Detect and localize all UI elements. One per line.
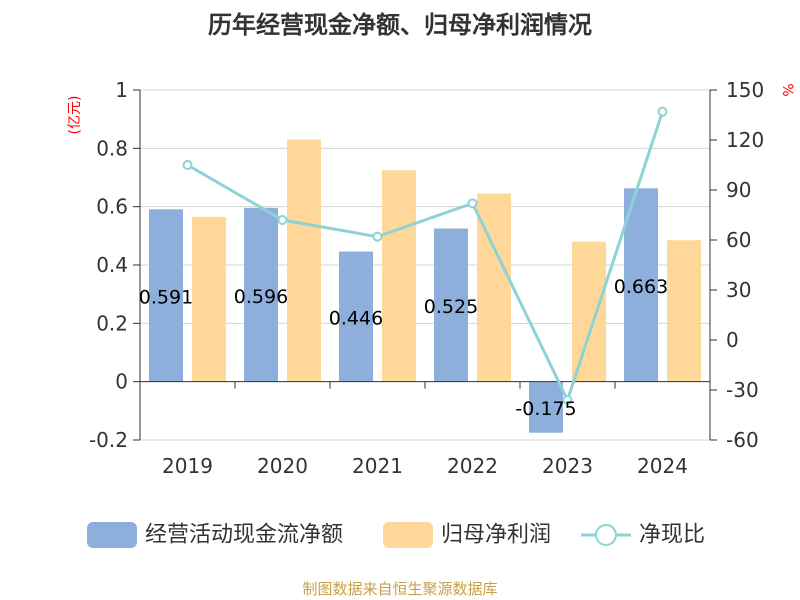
bar	[192, 216, 226, 382]
x-tick-label: 2020	[257, 454, 308, 478]
right-tick-label: -60	[726, 428, 759, 452]
bar	[339, 251, 373, 382]
grid	[140, 89, 710, 441]
right-tick-label: 120	[726, 128, 764, 152]
bar	[529, 381, 563, 433]
chart-title: 历年经营现金净额、归母净利润情况	[208, 11, 592, 39]
bar-value-label: 0.525	[424, 296, 478, 318]
bar	[149, 209, 183, 382]
x-tick-label: 2019	[162, 454, 213, 478]
legend-label: 净现比	[639, 523, 705, 548]
ratio-point	[562, 395, 573, 405]
bar	[287, 139, 321, 382]
ratio-point	[277, 215, 288, 225]
ratio-line	[182, 106, 668, 405]
bar-value-label: 0.663	[614, 276, 668, 298]
right-tick-label: 90	[726, 178, 751, 202]
x-tick-label: 2021	[352, 454, 403, 478]
ratio-line-path	[186, 111, 664, 402]
legend-swatch	[383, 522, 433, 548]
legend: 经营活动现金流净额 归母净利润 净现比	[87, 522, 705, 548]
left-axis-unit: (亿元)	[67, 96, 83, 135]
left-tick-label: 0	[115, 370, 128, 394]
legend-label: 归母净利润	[441, 523, 551, 548]
bar	[244, 207, 278, 382]
legend-label: 经营活动现金流净额	[145, 523, 343, 548]
bar	[624, 188, 658, 382]
right-tick-label: -30	[726, 378, 759, 402]
axes: -0.2 0 0.2 0.4 0.6 0.8 1 -60 -30 0 30 60 90 120 150 201…	[89, 78, 764, 478]
bar	[667, 240, 701, 382]
right-tick-label: 30	[726, 278, 751, 302]
bar	[382, 170, 416, 382]
right-tick-label: 60	[726, 228, 751, 252]
ratio-point	[657, 106, 668, 117]
x-tick-label: 2023	[542, 454, 593, 478]
bar-value-label: -0.175	[515, 398, 576, 420]
x-tick-label: 2022	[447, 454, 498, 478]
right-tick-label: 0	[726, 328, 739, 352]
left-tick-label: -0.2	[89, 428, 128, 452]
left-tick-label: 0.2	[96, 311, 128, 335]
bars	[149, 139, 701, 433]
bar	[572, 241, 606, 382]
left-tick-label: 1	[115, 78, 128, 102]
ratio-point	[467, 198, 478, 209]
legend-swatch-marker	[595, 524, 617, 546]
bar-value-label: 0.446	[329, 308, 383, 330]
source-note: 制图数据来自恒生聚源数据库	[302, 580, 497, 598]
bar	[434, 228, 468, 382]
left-tick-label: 0.4	[96, 253, 128, 277]
left-tick-label: 0.6	[96, 195, 128, 219]
data-labels: 0.591 0.596 0.446 0.525 -0.175 0.663	[139, 276, 668, 420]
bar-value-label: 0.596	[234, 286, 288, 308]
right-axis-unit: %	[779, 83, 795, 96]
bar-value-label: 0.591	[139, 286, 193, 308]
ratio-point	[182, 160, 193, 170]
ratio-point	[372, 231, 383, 242]
x-tick-label: 2024	[637, 454, 688, 478]
right-tick-label: 150	[726, 78, 764, 102]
left-tick-label: 0.8	[96, 136, 128, 160]
legend-swatch	[87, 522, 137, 548]
